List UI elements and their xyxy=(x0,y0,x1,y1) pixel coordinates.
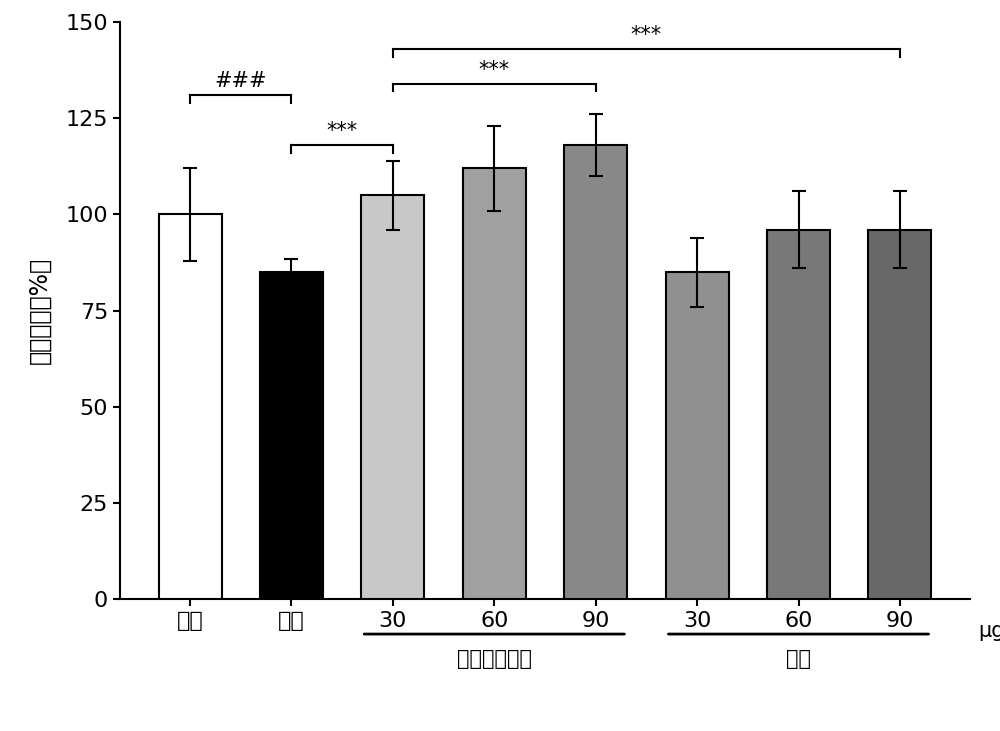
Bar xyxy=(564,145,627,599)
Bar xyxy=(767,230,830,599)
Text: μg/ml: μg/ml xyxy=(978,621,1000,641)
Bar xyxy=(260,272,323,599)
Text: ***: *** xyxy=(479,60,510,80)
Text: 载氧磷脂微囊: 载氧磷脂微囊 xyxy=(457,649,532,670)
Bar xyxy=(463,168,526,599)
Bar xyxy=(868,230,931,599)
Bar xyxy=(159,214,222,599)
Bar xyxy=(361,195,424,599)
Text: ***: *** xyxy=(327,121,358,141)
Bar xyxy=(666,272,729,599)
Y-axis label: 细胞活力（%）: 细胞活力（%） xyxy=(28,257,52,364)
Text: ###: ### xyxy=(215,71,267,91)
Text: 乳液: 乳液 xyxy=(786,649,811,670)
Text: ***: *** xyxy=(631,25,662,45)
